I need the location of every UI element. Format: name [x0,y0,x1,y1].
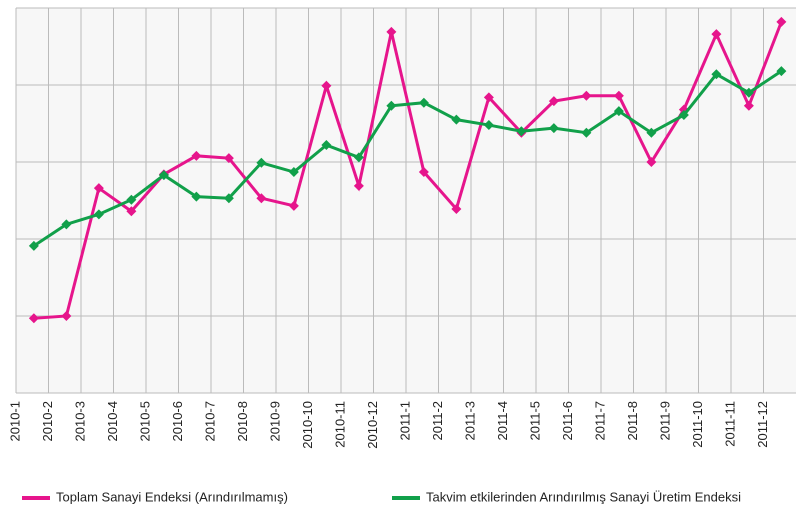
marker [451,114,462,125]
marker [223,153,234,164]
x-tick-label: 2011-6 [560,401,575,441]
marker [548,96,559,107]
marker [353,180,364,191]
x-tick-label: 2011-2 [430,401,445,441]
marker [28,313,39,324]
marker [386,26,397,37]
marker [711,29,722,40]
marker [776,16,787,27]
marker [743,100,754,111]
legend-label: Takvim etkilerinden Arındırılmış Sanayi … [426,489,741,504]
marker [93,183,104,194]
marker [191,191,202,202]
marker [353,152,364,163]
marker [126,194,137,205]
marker [256,193,267,204]
marker [418,167,429,178]
marker [548,123,559,134]
marker [613,106,624,117]
marker [646,157,657,167]
marker [418,97,429,108]
marker [191,150,202,161]
x-tick-label: 2011-5 [527,401,542,441]
marker [646,127,657,138]
marker [288,200,299,211]
x-tick-label: 2010-7 [202,401,217,441]
marker [483,92,494,103]
marker [28,240,39,251]
x-tick-label: 2010-1 [7,401,22,441]
marker [743,87,754,98]
x-tick-label: 2010-2 [40,401,55,441]
marker [61,219,72,230]
marker [678,110,689,121]
x-tick-label: 2011-4 [495,401,510,441]
marker [451,203,462,214]
marker [483,120,494,131]
x-tick-label: 2010-8 [235,401,250,441]
marker [581,127,592,138]
x-tick-label: 2010-4 [105,401,120,441]
x-tick-label: 2011-9 [657,401,672,441]
marker [126,206,137,217]
x-tick-label: 2010-11 [332,401,347,448]
marker [581,90,592,101]
marker [776,66,787,77]
x-tick-label: 2011-8 [625,401,640,441]
x-tick-label: 2010-12 [365,401,380,449]
x-tick-label: 2011-3 [462,401,477,441]
x-tick-label: 2010-6 [170,401,185,441]
marker [711,69,722,80]
marker [223,193,234,204]
marker [256,157,267,168]
legend-label: Toplam Sanayi Endeksi (Arındırılmamış) [56,489,288,504]
series-line [33,69,783,248]
marker [321,80,332,91]
x-tick-label: 2010-5 [137,401,152,441]
x-tick-label: 2011-10 [690,401,705,448]
x-tick-label: 2011-11 [722,401,737,447]
marker [613,90,624,101]
marker [288,167,299,178]
x-tick-label: 2011-12 [755,401,770,448]
marker [321,140,332,151]
marker [386,100,397,111]
marker [93,209,104,220]
marker [516,126,527,137]
x-tick-label: 2011-1 [397,401,412,441]
marker [61,311,72,321]
x-tick-label: 2010-9 [267,401,282,441]
x-tick-label: 2010-10 [300,401,315,449]
x-tick-label: 2010-3 [72,401,87,441]
x-tick-label: 2011-7 [592,401,607,441]
marker [158,170,169,181]
